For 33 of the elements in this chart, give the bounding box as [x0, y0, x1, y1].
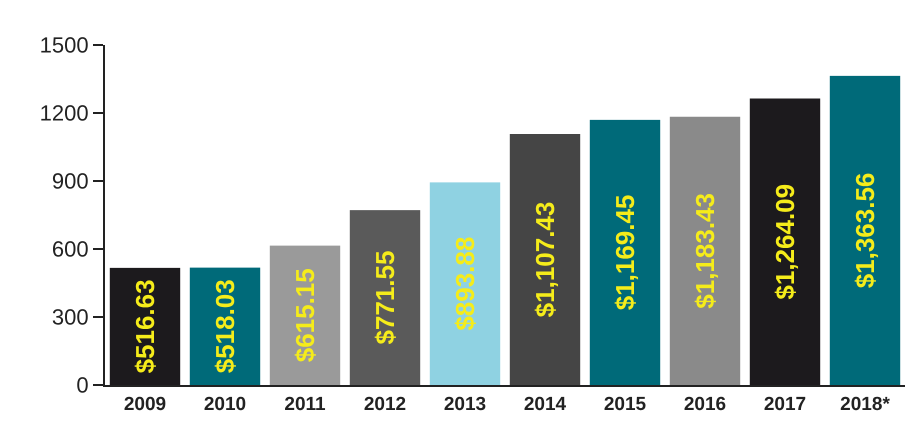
y-tick-label: 1200: [40, 100, 89, 126]
y-tick-label: 300: [52, 304, 89, 330]
data-label: $1,107.43: [530, 202, 560, 318]
y-tick-label: 900: [52, 168, 89, 194]
x-tick-label: 2010: [204, 394, 246, 415]
x-tick-label: 2009: [124, 394, 166, 415]
data-label: $1,264.09: [770, 184, 800, 300]
bar: [270, 246, 340, 385]
x-tick-label: 2015: [604, 394, 647, 415]
bar: [510, 134, 580, 385]
x-tick-label: 2012: [364, 394, 406, 415]
data-label: $516.63: [130, 279, 160, 374]
data-label: $518.03: [210, 279, 240, 374]
bar: [350, 210, 420, 385]
y-tick-label: 600: [52, 236, 89, 262]
data-label: $1,169.45: [610, 194, 640, 310]
data-label: $771.55: [370, 250, 400, 345]
data-label: $893.88: [450, 236, 480, 331]
data-label: $615.15: [290, 268, 320, 362]
y-tick-label: 0: [76, 372, 89, 398]
x-tick-label: 2016: [684, 394, 726, 415]
x-tick-label: 2011: [284, 394, 326, 415]
data-label: $1,363.56: [850, 172, 880, 288]
data-label: $1,183.43: [690, 193, 720, 309]
bar: [430, 182, 500, 385]
x-tick-label: 2013: [444, 394, 486, 415]
x-tick-label: 2018*: [840, 394, 890, 415]
bar: [590, 120, 660, 385]
x-tick-label: 2017: [764, 394, 806, 415]
x-tick-label: 2014: [524, 394, 567, 415]
y-tick-label: 1500: [40, 32, 89, 58]
bar: [670, 116, 740, 385]
bar: [830, 76, 900, 385]
